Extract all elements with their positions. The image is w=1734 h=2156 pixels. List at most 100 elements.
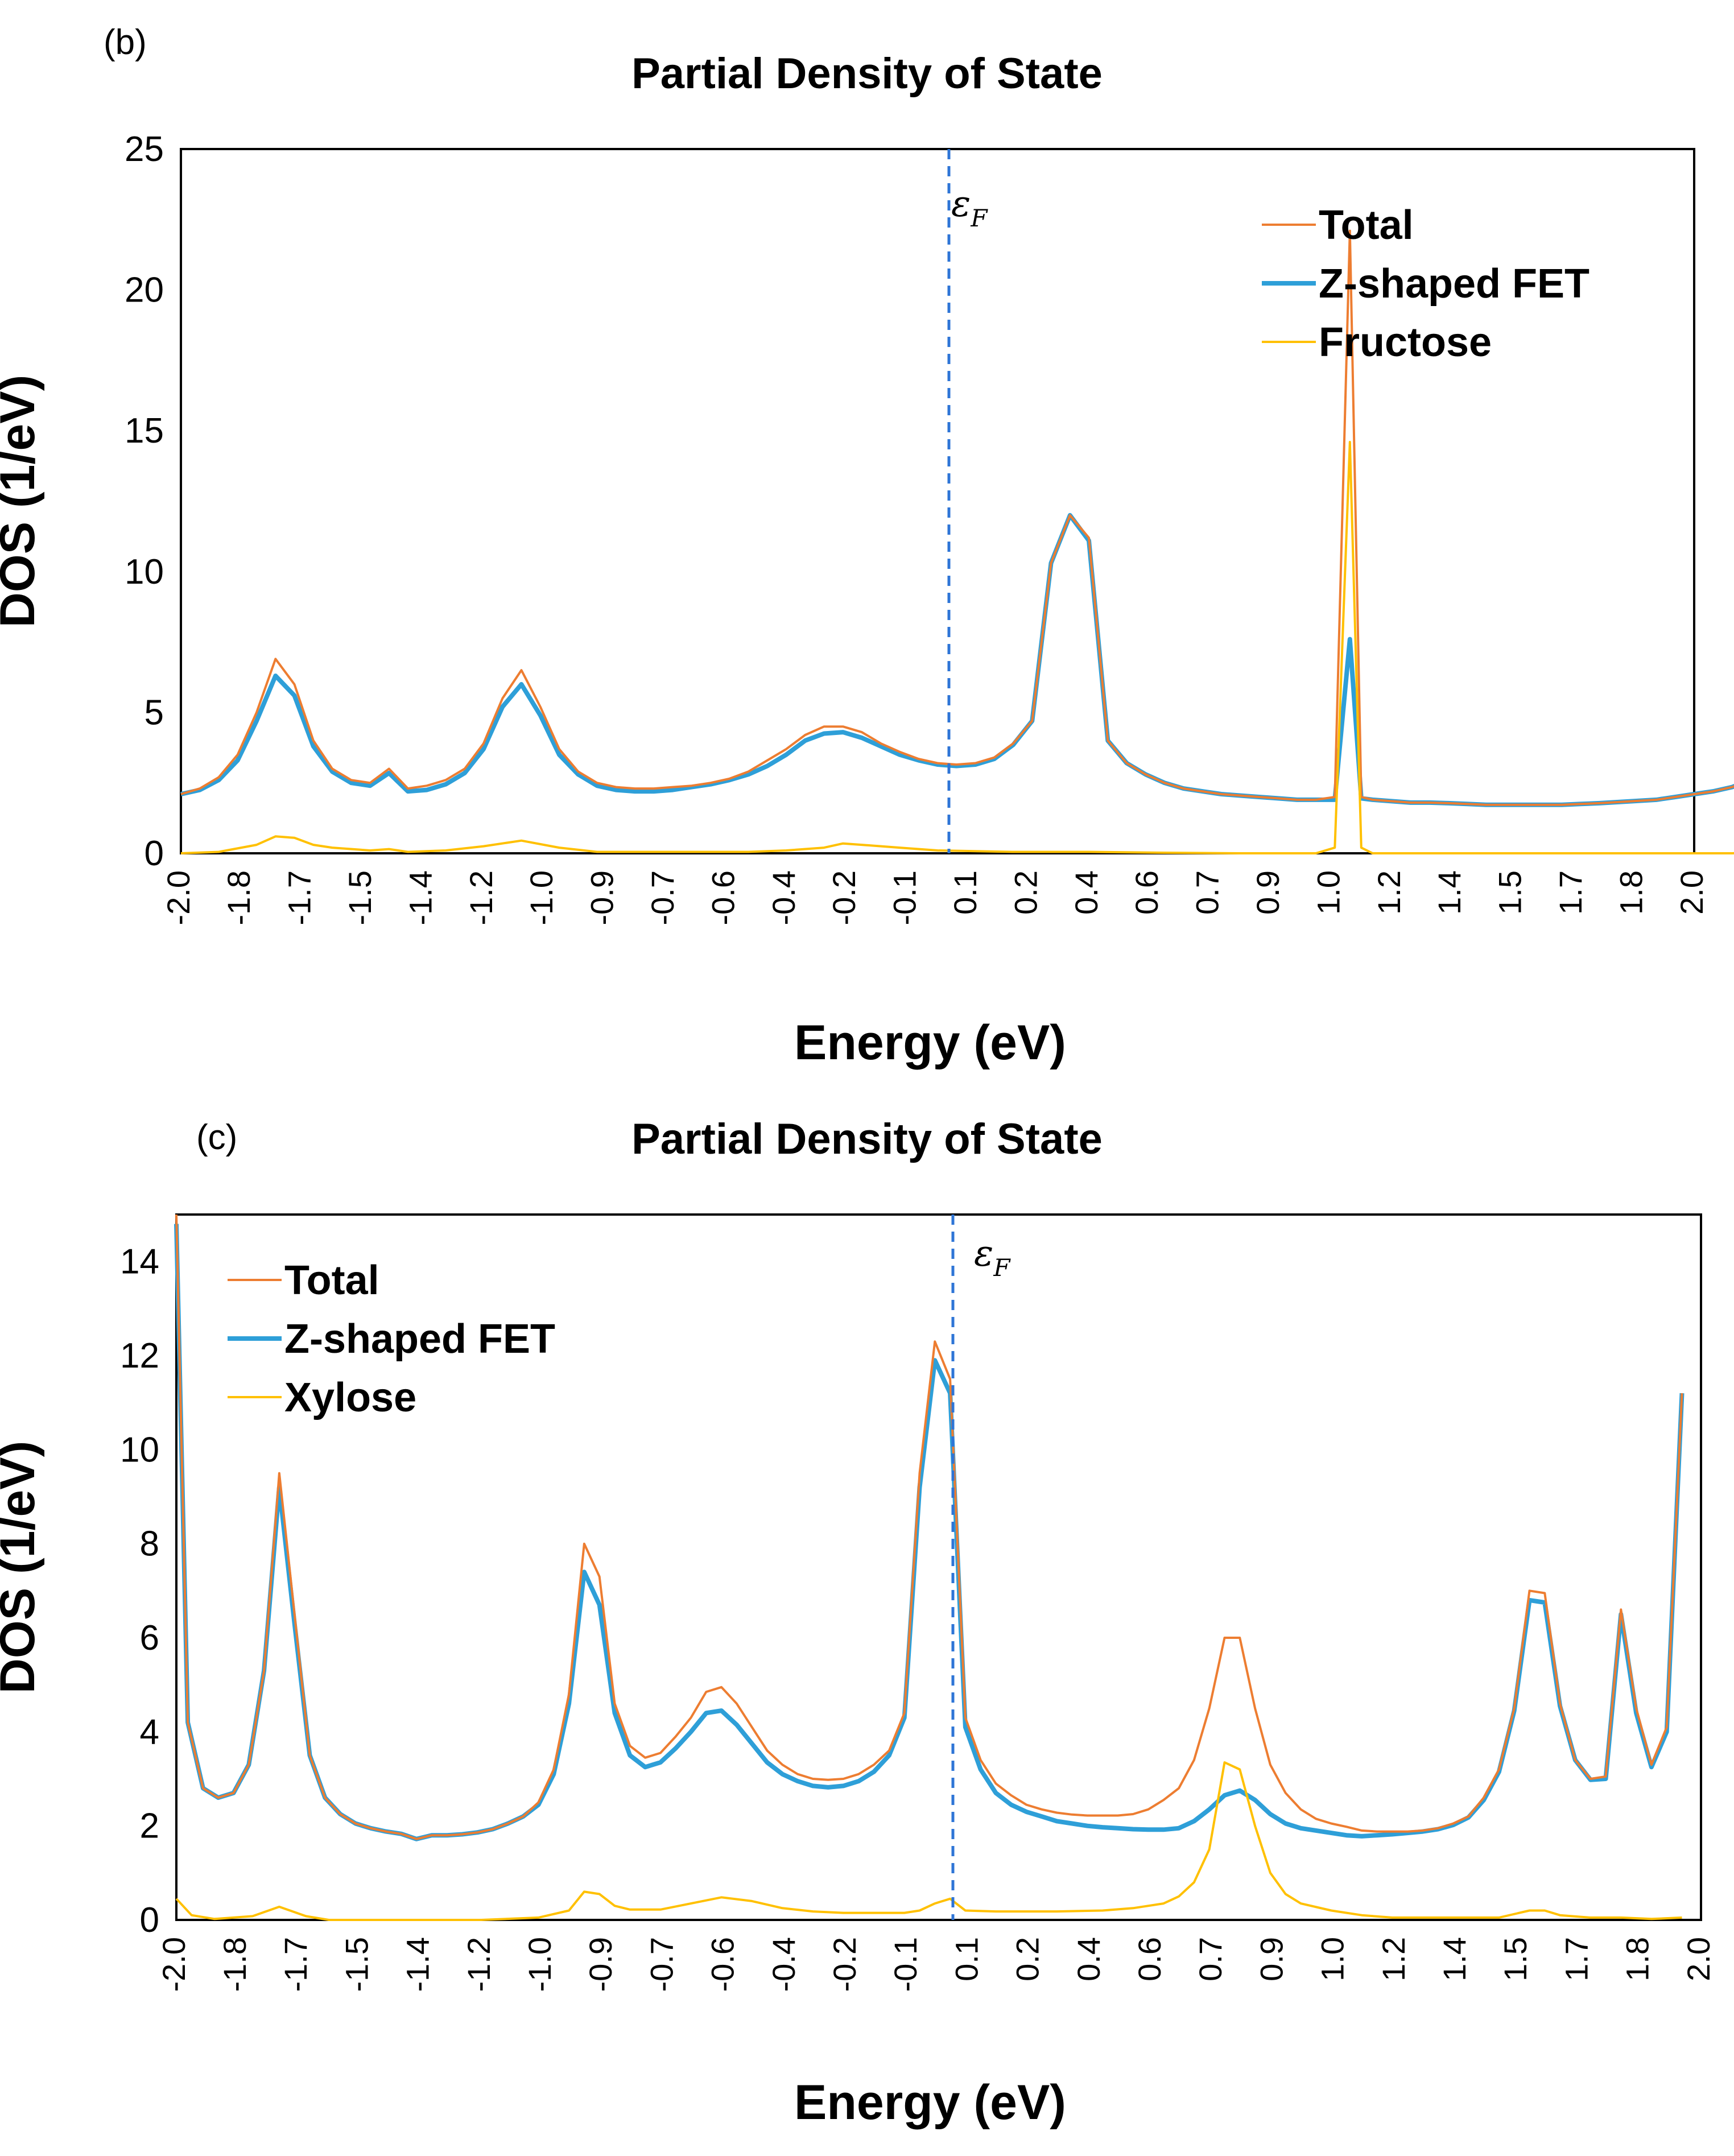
x-tick-label: -0.7 (645, 870, 680, 926)
x-tick-label: 1.4 (1431, 870, 1467, 915)
x-tick-label: -1.7 (282, 870, 317, 926)
x-tick-label: 1.4 (1436, 1937, 1472, 1981)
x-tick-labels: -2.0 -1.8 -1.7 -1.5 -1.4 -1.2 -1.0 -0.9 -0.7 -0.6… (156, 1937, 1716, 1992)
x-tick-label: 1.8 (1613, 870, 1649, 915)
x-tick-label: -2.0 (156, 1937, 192, 1992)
series-line-total (175, 1214, 1683, 1840)
x-tick-label: -0.9 (584, 870, 620, 926)
x-tick-label: 1.0 (1310, 870, 1346, 915)
y-tick-label: 2 (140, 1807, 159, 1846)
x-tick-label: -1.0 (523, 870, 559, 926)
fermi-level: εF (947, 149, 988, 853)
y-tick-labels: 0 5 10 15 20 25 (125, 130, 164, 873)
legend-label: Xylose (284, 1375, 416, 1420)
x-tick-label: 0.6 (1132, 1937, 1167, 1981)
fermi-label: εF (951, 183, 988, 232)
x-tick-label: -0.6 (705, 1937, 741, 1992)
x-tick-label: 0.2 (1010, 1937, 1046, 1981)
panel-b: (b) Partial Density of State 0510152025 … (0, 23, 1734, 1070)
x-tick-label: 1.2 (1376, 1937, 1411, 1981)
x-tick-label: 2.0 (1681, 1937, 1716, 1981)
x-tick-label: 0.1 (948, 1937, 984, 1981)
y-tick-label: 0 (144, 834, 164, 873)
legend-label: Z-shaped FET (284, 1316, 555, 1362)
x-tick-label: -0.1 (887, 1937, 923, 1992)
plot-frame (180, 148, 1695, 854)
series-line-fet (180, 513, 1734, 807)
x-tick-label: -0.7 (643, 1937, 679, 1992)
x-tick-label: 1.0 (1315, 1937, 1351, 1981)
x-tick-label: -0.4 (766, 870, 802, 926)
y-tick-label: 15 (125, 411, 164, 451)
x-axis-label: Energy (eV) (794, 2075, 1066, 2130)
x-tick-label: -1.4 (400, 1937, 436, 1992)
x-tick-label: -1.0 (522, 1937, 558, 1992)
x-tick-label: -0.2 (827, 1937, 862, 1992)
y-tick-label: 20 (125, 271, 164, 310)
x-tick-label: -0.1 (887, 870, 923, 926)
y-tick-label: 0 (140, 1901, 159, 1940)
x-tick-label: 0.2 (1008, 870, 1043, 915)
y-tick-label: 4 (140, 1712, 159, 1752)
y-tick-label: 10 (125, 552, 164, 592)
y-axis-label: DOS (1/eV) (0, 1441, 45, 1694)
x-tick-label: 0.4 (1068, 870, 1104, 915)
x-tick-label: 1.5 (1492, 870, 1528, 915)
y-tick-label: 25 (125, 130, 164, 169)
y-tick-label: 12 (120, 1336, 159, 1376)
panel-label: (b) (104, 23, 147, 62)
legend: Total Z-shaped FET Xylose (228, 1258, 555, 1420)
x-tick-label: -0.6 (705, 870, 741, 926)
plot-frame (175, 1213, 1702, 1921)
x-axis-label: Energy (eV) (794, 1015, 1066, 1070)
panel-label: (c) (196, 1118, 237, 1157)
y-tick-label: 8 (140, 1525, 159, 1564)
chart-title: Partial Density of State (631, 49, 1103, 98)
x-tick-label: 0.9 (1250, 870, 1286, 915)
series-layer (180, 229, 1734, 854)
y-tick-label: 6 (140, 1618, 159, 1658)
x-tick-label: -1.7 (278, 1937, 313, 1992)
y-tick-label: 14 (120, 1242, 159, 1282)
y-tick-label: 5 (144, 693, 164, 732)
x-tick-label: 1.2 (1371, 870, 1407, 915)
x-tick-label: 0.7 (1190, 870, 1225, 915)
x-tick-label: -0.2 (826, 870, 862, 926)
x-tick-label: -0.4 (766, 1937, 802, 1992)
x-tick-label: 1.5 (1497, 1937, 1533, 1981)
x-tick-label: 1.7 (1558, 1937, 1594, 1981)
x-tick-label: 0.7 (1192, 1937, 1228, 1981)
x-tick-label: 1.8 (1620, 1937, 1655, 1981)
fermi-level: εF (951, 1215, 1011, 1920)
x-tick-label: -1.8 (221, 870, 257, 926)
legend: Total Z-shaped FET Fructose (1262, 203, 1590, 365)
y-tick-label: 10 (120, 1430, 159, 1469)
x-tick-label: -1.5 (342, 870, 378, 926)
x-tick-label: 0.4 (1071, 1937, 1107, 1981)
x-tick-label: -1.2 (463, 870, 499, 926)
legend-label: Z-shaped FET (1319, 261, 1590, 307)
x-tick-labels: -2.0 -1.8 -1.7 -1.5 -1.4 -1.2 -1.0 -0.9 -0.7 -0.6… (160, 870, 1710, 926)
legend-label: Total (1319, 203, 1414, 248)
chart-title: Partial Density of State (631, 1115, 1103, 1163)
x-tick-label: -1.8 (217, 1937, 253, 1992)
x-tick-label: 1.7 (1553, 870, 1588, 915)
x-tick-label: 2.0 (1674, 870, 1710, 915)
panel-c: (c) Partial Density of State 0 2 4 6 8 10 12 14… (0, 1115, 1716, 2130)
legend-label: Total (284, 1258, 379, 1303)
x-tick-label: -2.0 (160, 870, 196, 926)
x-tick-label: 0.9 (1253, 1937, 1289, 1981)
series-line-total (180, 229, 1734, 806)
x-tick-label: -0.9 (583, 1937, 618, 1992)
series-layer (174, 1214, 1685, 1921)
x-tick-label: -1.5 (338, 1937, 374, 1992)
x-tick-label: 0.6 (1129, 870, 1165, 915)
x-tick-label: -1.2 (461, 1937, 497, 1992)
y-tick-labels: 0 2 4 6 8 10 12 14 (120, 1242, 159, 1940)
series-line-sugar (180, 441, 1734, 854)
legend-label: Fructose (1319, 320, 1492, 365)
x-tick-label: 0.1 (947, 870, 983, 915)
y-axis-label: DOS (1/eV) (0, 375, 45, 627)
series-line-sugar (175, 1761, 1682, 1921)
